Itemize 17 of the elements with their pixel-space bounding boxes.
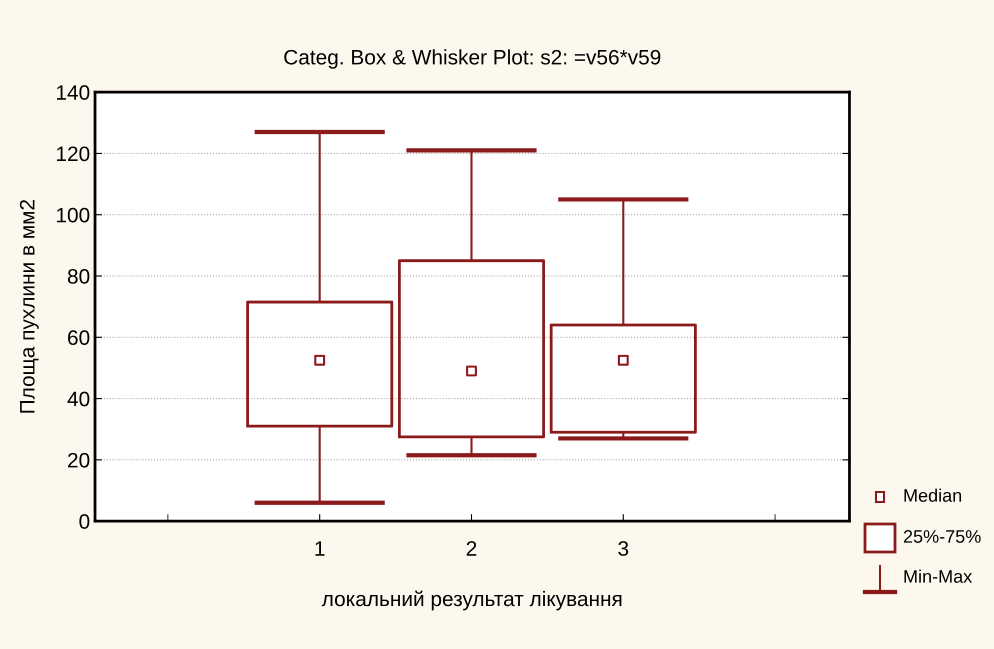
x-tick-label: 2 <box>466 541 476 556</box>
text: Median <box>904 488 962 502</box>
y-tick-label: 40 <box>67 392 90 406</box>
y-tick-label: 120 <box>57 146 90 162</box>
y-axis-title: Площа пухлини в мм2 <box>20 200 39 413</box>
x-axis-title: локальний результат лікування <box>322 590 622 610</box>
y-tick-label: 20 <box>68 452 90 468</box>
y-tick-label: 140 <box>57 85 90 100</box>
y-tick-label: 100 <box>57 208 90 222</box>
chart-title: Categ. Box & Whisker Plot: s2: =v56*v59 <box>284 49 660 69</box>
text: Min-Max <box>904 570 972 583</box>
x-tick-label: 3 <box>618 541 628 556</box>
y-tick-label: 0 <box>79 514 90 529</box>
x-tick-label: 1 <box>315 541 324 556</box>
y-tick-label: 80 <box>68 269 90 284</box>
text: 25%-75% <box>904 530 981 543</box>
y-tick-label: 60 <box>68 330 90 346</box>
